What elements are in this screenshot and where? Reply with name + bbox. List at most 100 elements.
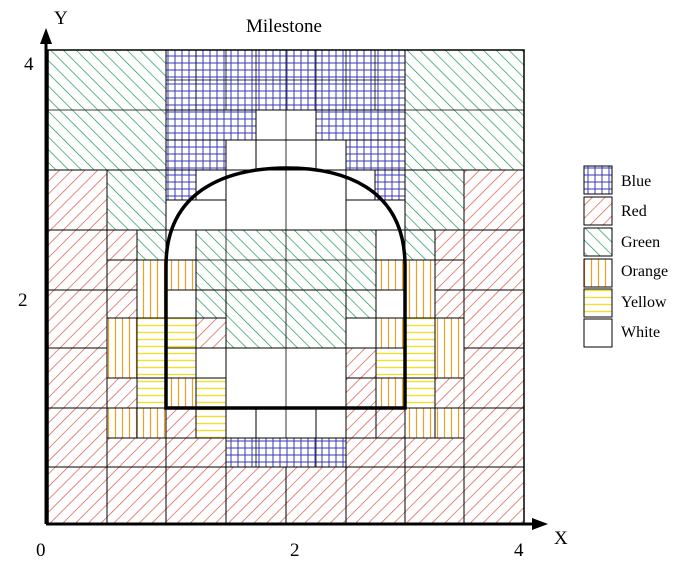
mesh-panel-orange [375, 317, 406, 349]
x-axis-arrow-icon [532, 518, 548, 530]
mesh-panel-yellow [136, 377, 167, 409]
mesh-panel-red [47, 289, 108, 349]
mesh-panel-yellow [404, 317, 436, 379]
mesh-panel-orange [404, 407, 436, 439]
mesh-panel-orange [165, 259, 197, 291]
mesh-panel-orange [375, 377, 406, 409]
legend-item-red: Red [583, 196, 647, 226]
legend-item-yellow: Yellow [583, 288, 667, 318]
mesh-panel-red [345, 466, 406, 525]
legend-item-green: Green [583, 227, 660, 257]
mesh-panel-red [195, 317, 227, 349]
mesh-panel-yellow [404, 377, 436, 409]
x-axis-label: X [554, 528, 568, 549]
arch-outline [164, 166, 407, 410]
mesh-panel-red [165, 437, 227, 468]
mesh-panel-orange [165, 377, 197, 409]
diagram-title: Milestone [246, 16, 322, 37]
mesh-panel-red [106, 437, 167, 468]
mesh-panel-red [463, 169, 525, 231]
mesh-panel-white [225, 139, 257, 171]
x-tick-4: 4 [514, 540, 524, 559]
mesh-panel-white [375, 289, 406, 319]
legend-label-blue: Blue [621, 173, 651, 190]
mesh-panel-white [225, 407, 257, 439]
mesh-panel-green [345, 289, 377, 319]
mesh-panel-red [375, 407, 406, 439]
mesh-panel-red [106, 466, 167, 525]
y-tick-2: 2 [18, 290, 28, 311]
mesh-panel-red [434, 229, 465, 261]
legend-label-green: Green [621, 234, 660, 251]
legend-label-yellow: Yellow [621, 294, 667, 311]
mesh-panel-red [345, 407, 377, 439]
mesh-panel-blue [225, 437, 347, 468]
mesh-panel-red [345, 347, 377, 379]
legend-swatch-blue [583, 165, 613, 195]
mesh-panel-red [434, 289, 465, 319]
mesh-panel-blue [315, 109, 406, 141]
mesh-panel-orange [106, 407, 138, 439]
legend-label-red: Red [621, 203, 647, 220]
mesh-panel-red [345, 437, 406, 468]
mesh-panel-red [165, 466, 227, 525]
mesh-panel-blue [165, 169, 197, 201]
legend-swatch-white [583, 318, 613, 348]
mesh-panel-red [434, 377, 465, 409]
mesh-panel-red [165, 407, 197, 439]
legend-label-orange: Orange [621, 263, 668, 280]
mesh-panel-red [225, 466, 287, 525]
legend-swatch-orange [583, 258, 613, 288]
legend-swatch-yellow [583, 288, 613, 318]
mesh-panel-red [463, 407, 525, 468]
mesh-panel-red [47, 407, 108, 468]
mesh-panel-white [345, 317, 377, 349]
mesh-panel-white [165, 199, 227, 231]
legend-item-white: White [583, 318, 660, 348]
mesh-panel-yellow [136, 317, 167, 379]
mesh-panel-blue [165, 139, 227, 171]
mesh-panel-green [136, 229, 167, 261]
mesh-panel-blue [165, 109, 257, 141]
mesh-panel-red [106, 377, 138, 409]
y-tick-4: 4 [24, 54, 34, 75]
mesh-panel-red [285, 466, 347, 525]
mesh-panel-red [106, 229, 138, 261]
mesh-panel-blue [345, 139, 406, 171]
mesh-panel-white [345, 199, 406, 231]
mesh-panel-green [404, 169, 465, 231]
mesh-panel-white [195, 347, 227, 379]
mesh-panel-orange [136, 407, 167, 439]
mesh-panel-red [404, 466, 465, 525]
mesh-panel-yellow [375, 347, 406, 379]
mesh-panel-white [315, 407, 347, 439]
mesh-panel-orange [136, 259, 167, 319]
legend-swatch-red [583, 196, 613, 226]
mesh-panel-red [463, 466, 525, 525]
mesh-panel-orange [106, 317, 138, 379]
mesh-panel-red [463, 347, 525, 409]
mesh-panel-yellow [195, 407, 227, 439]
mesh-grid [47, 49, 525, 525]
mesh-panel-white [315, 139, 347, 171]
x-tick-2: 2 [290, 540, 300, 559]
mesh-panel-green [195, 289, 227, 319]
mesh-panel-orange [404, 259, 436, 319]
mesh-panel-red [404, 437, 465, 468]
mesh-panel-red [345, 377, 377, 409]
mesh-panel-orange [434, 317, 465, 379]
mesh-panel-yellow [165, 317, 197, 349]
mesh-panel-red [47, 466, 108, 525]
legend-label-white: White [621, 324, 660, 341]
mesh-panel-orange [375, 259, 406, 291]
mesh-panel-red [463, 289, 525, 349]
mesh-panel-green [106, 169, 167, 231]
mesh-panel-red [106, 259, 138, 291]
mesh-panel-red [463, 229, 525, 291]
legend-item-orange: Orange [583, 258, 668, 288]
mesh-panel-green [404, 229, 436, 261]
mesh-panel-yellow [165, 347, 197, 379]
legend: Blue Red Green Orange Yellow White [583, 165, 668, 348]
